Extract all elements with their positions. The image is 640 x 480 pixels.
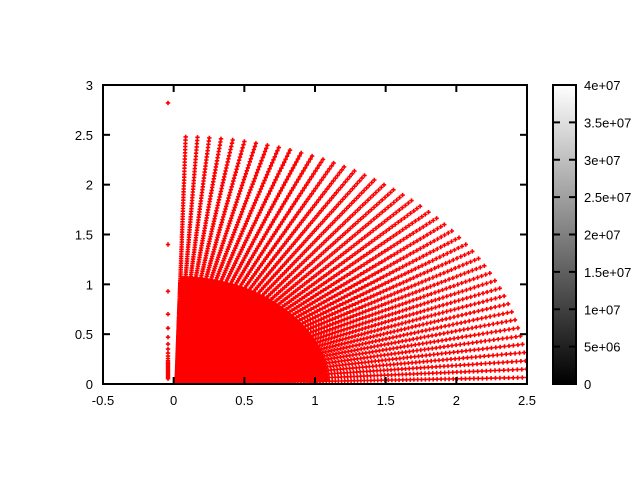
colorbar-tick-label: 1e+07	[584, 302, 621, 317]
colorbar: 4e+07 3.5e+07 3e+07 2.5e+07 2e+07 1.5e+07 1e+0…	[552, 78, 631, 392]
colorbar-tick-label: 2.5e+07	[584, 190, 631, 205]
x-tick-label: 0.5	[235, 393, 253, 408]
x-tick-label: 1.5	[377, 393, 395, 408]
y-tick-label: 1	[86, 277, 93, 292]
x-tick-label: -0.5	[92, 393, 114, 408]
x-tick-label: 2.5	[518, 393, 536, 408]
axes-layer: -0.5 0 0.5 1 1.5 2 2.5 00.511.522.53	[75, 78, 536, 408]
colorbar-tick-label: 0	[584, 377, 591, 392]
colorbar-tick-label: 4e+07	[584, 78, 621, 93]
x-axis-ticks: -0.5 0 0.5 1 1.5 2 2.5	[92, 85, 536, 408]
y-axis-ticks: 0 0.5 1 1.5 2 2.5 3	[75, 78, 527, 392]
x-tick-label: 2	[453, 393, 460, 408]
y-tick-label: 0	[86, 377, 93, 392]
y-tick-label: 0.5	[75, 327, 93, 342]
y-tick-label: 2.5	[75, 128, 93, 143]
colorbar-tick-label: 2e+07	[584, 228, 621, 243]
colorbar-tick-label: 1.5e+07	[584, 265, 631, 280]
y-tick-label: 3	[86, 78, 93, 93]
colorbar-tick-label: 3.5e+07	[584, 115, 631, 130]
y-tick-label: 2	[86, 178, 93, 193]
y-tick-label: 1.5	[75, 228, 93, 243]
colorbar-tick-label: 5e+06	[584, 340, 621, 355]
x-tick-label: 0	[170, 393, 177, 408]
colorbar-ticks: 4e+07 3.5e+07 3e+07 2.5e+07 2e+07 1.5e+07 1e+0…	[553, 78, 631, 392]
colorbar-tick-label: 3e+07	[584, 153, 621, 168]
x-tick-label: 1	[311, 393, 318, 408]
